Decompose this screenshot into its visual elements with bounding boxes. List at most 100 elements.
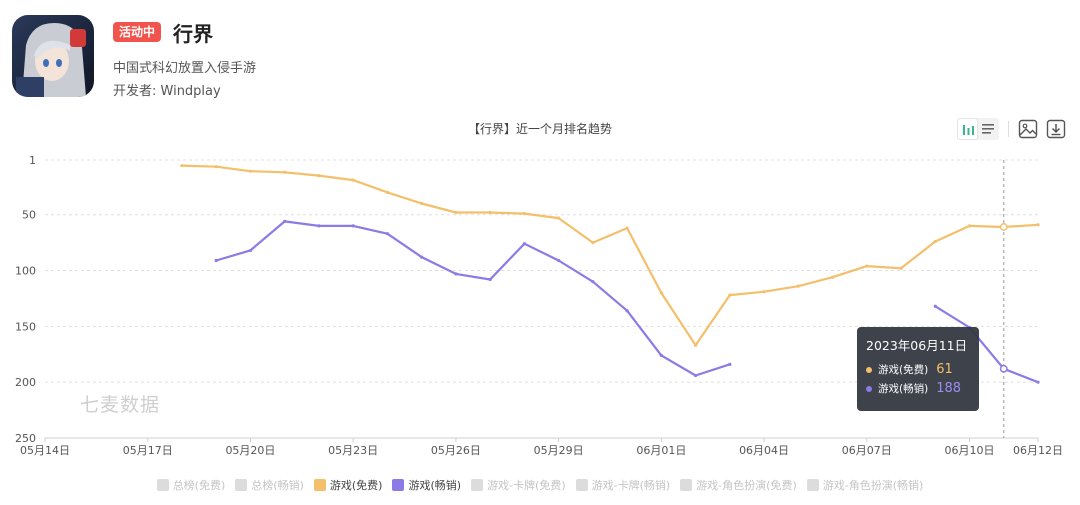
legend-label: 游戏(免费) bbox=[329, 479, 383, 492]
x-tick-label: 05月14日 bbox=[20, 444, 70, 457]
legend-item-games-free[interactable]: 游戏(免费) bbox=[313, 477, 383, 493]
y-tick-label: 50 bbox=[22, 209, 36, 222]
legend-item-card-free[interactable]: 游戏-卡牌(免费) bbox=[471, 477, 566, 493]
series-games-free-point bbox=[488, 210, 492, 215]
x-tick-label: 06月04日 bbox=[739, 444, 789, 457]
series-games-free-point bbox=[214, 165, 218, 169]
series-games-free-point bbox=[385, 190, 390, 194]
series-games-grossing-point bbox=[420, 255, 424, 259]
watermark: 七麦数据 bbox=[80, 394, 161, 416]
series-games-free-line bbox=[181, 164, 1039, 347]
series-games-grossing-point bbox=[488, 277, 492, 282]
y-tick-label: 100 bbox=[15, 265, 36, 278]
legend-swatch bbox=[680, 479, 693, 491]
bar-chart-icon[interactable] bbox=[957, 118, 978, 140]
series-games-free-point bbox=[180, 163, 184, 168]
app-icon[interactable] bbox=[12, 15, 94, 97]
legend-swatch bbox=[392, 479, 405, 491]
series-games-free-point bbox=[625, 226, 629, 230]
series-games-grossing-point bbox=[454, 272, 458, 276]
legend-swatch bbox=[575, 479, 588, 491]
legend-item-rpg-grossing[interactable]: 游戏-角色扮演(畅销) bbox=[806, 477, 924, 493]
save-image-icon[interactable] bbox=[1017, 118, 1039, 140]
legend-swatch bbox=[806, 479, 819, 491]
legend-swatch bbox=[313, 479, 326, 491]
y-tick-label: 200 bbox=[15, 376, 36, 389]
series-games-free-point bbox=[796, 284, 800, 288]
series-games-free-point bbox=[693, 343, 698, 347]
series-games-grossing-point bbox=[283, 219, 287, 224]
tooltip-value-free: 61 bbox=[936, 362, 953, 377]
y-tick-label: 250 bbox=[15, 432, 36, 445]
legend-item-overall-grossing[interactable]: 总榜(畅销) bbox=[235, 477, 304, 493]
series-games-grossing-point bbox=[522, 242, 526, 246]
tooltip-row-grossing: 游戏(畅销) 188 bbox=[866, 379, 970, 398]
series-games-free-point bbox=[1036, 223, 1040, 227]
series-games-grossing-point bbox=[659, 353, 663, 357]
series-games-free-point bbox=[283, 170, 287, 174]
series-games-free-point bbox=[728, 293, 732, 297]
highlight-point-free bbox=[999, 223, 1008, 231]
tooltip-value-grossing: 188 bbox=[936, 381, 962, 396]
legend-item-rpg-free[interactable]: 游戏-角色扮演(免费) bbox=[680, 477, 797, 493]
x-tick-label: 05月17日 bbox=[123, 444, 173, 457]
x-tick-label: 05月23日 bbox=[328, 444, 378, 457]
series-games-grossing-point bbox=[1036, 380, 1040, 384]
series-games-grossing-point bbox=[557, 258, 561, 263]
app-description: 中国式科幻放置入侵手游 bbox=[113, 61, 257, 76]
app-developer: 开发者: Windplay bbox=[113, 84, 221, 99]
tooltip-date: 2023年06月11日 bbox=[866, 338, 968, 353]
series-games-grossing-point bbox=[625, 309, 629, 313]
x-tick-label: 06月10日 bbox=[945, 444, 995, 457]
series-games-grossing-point bbox=[933, 304, 937, 308]
y-tick-label: 150 bbox=[15, 320, 36, 333]
x-tick-label: 05月20日 bbox=[225, 444, 275, 457]
series-games-free-point bbox=[967, 224, 972, 228]
legend-swatch bbox=[471, 479, 484, 491]
legend-label: 游戏-卡牌(畅销) bbox=[591, 479, 671, 492]
series-games-free-point bbox=[454, 210, 458, 215]
series-games-grossing-point bbox=[728, 362, 732, 366]
legend-label: 总榜(畅销) bbox=[251, 479, 304, 492]
list-icon[interactable] bbox=[978, 118, 999, 140]
series-games-grossing-line bbox=[215, 220, 731, 377]
series-games-free-point bbox=[591, 241, 595, 245]
legend-item-card-grossing[interactable]: 游戏-卡牌(畅销) bbox=[575, 477, 671, 493]
legend-item-overall-free[interactable]: 总榜(免费) bbox=[156, 477, 226, 493]
series-games-grossing-point bbox=[317, 224, 321, 228]
x-tick-label: 06月07日 bbox=[842, 444, 892, 457]
legend-label: 总榜(免费) bbox=[172, 479, 226, 492]
series-games-grossing-point bbox=[591, 280, 595, 284]
legend-label: 游戏-角色扮演(畅销) bbox=[822, 479, 924, 492]
legend-label: 游戏-卡牌(免费) bbox=[487, 479, 566, 492]
series-games-grossing-point bbox=[214, 258, 218, 263]
series-games-free-point bbox=[933, 239, 937, 244]
legend-swatch bbox=[156, 479, 169, 491]
x-tick-label: 05月29日 bbox=[534, 444, 584, 457]
legend-label: 游戏(畅销) bbox=[408, 479, 462, 492]
series-games-free-point bbox=[420, 201, 424, 206]
tooltip-dot-grossing bbox=[866, 385, 872, 392]
series-games-free-point bbox=[865, 264, 869, 268]
activity-badge: 活动中 bbox=[113, 22, 162, 42]
y-tick-label: 1 bbox=[29, 154, 36, 167]
legend-swatch bbox=[235, 479, 248, 491]
series-games-grossing-point bbox=[385, 232, 390, 236]
series-games-grossing-point bbox=[248, 248, 253, 253]
chart-title: 【行界】近一个月排名趋势 bbox=[467, 122, 612, 136]
series-games-grossing-line bbox=[934, 305, 1039, 384]
chart-legend: 总榜(免费) 总榜(畅销) 游戏(免费) 游戏(畅销) 游戏-卡牌(免费) 游戏… bbox=[0, 477, 1080, 493]
series-games-free-point bbox=[557, 216, 561, 220]
toolbar-divider bbox=[1008, 121, 1009, 137]
tooltip-label-grossing: 游戏(畅销) bbox=[878, 383, 929, 395]
download-icon[interactable] bbox=[1045, 118, 1067, 140]
series-games-free-point bbox=[248, 169, 253, 173]
x-tick-label: 06月01日 bbox=[636, 444, 686, 457]
legend-label: 游戏-角色扮演(免费) bbox=[696, 479, 797, 492]
chart-tooltip: 2023年06月11日 游戏(免费) 61 游戏(畅销) 188 bbox=[857, 327, 979, 411]
legend-item-games-grossing[interactable]: 游戏(畅销) bbox=[392, 477, 461, 493]
x-tick-label: 05月26日 bbox=[431, 444, 481, 457]
series-games-free-point bbox=[351, 178, 355, 182]
highlight-point-grossing bbox=[999, 364, 1008, 373]
